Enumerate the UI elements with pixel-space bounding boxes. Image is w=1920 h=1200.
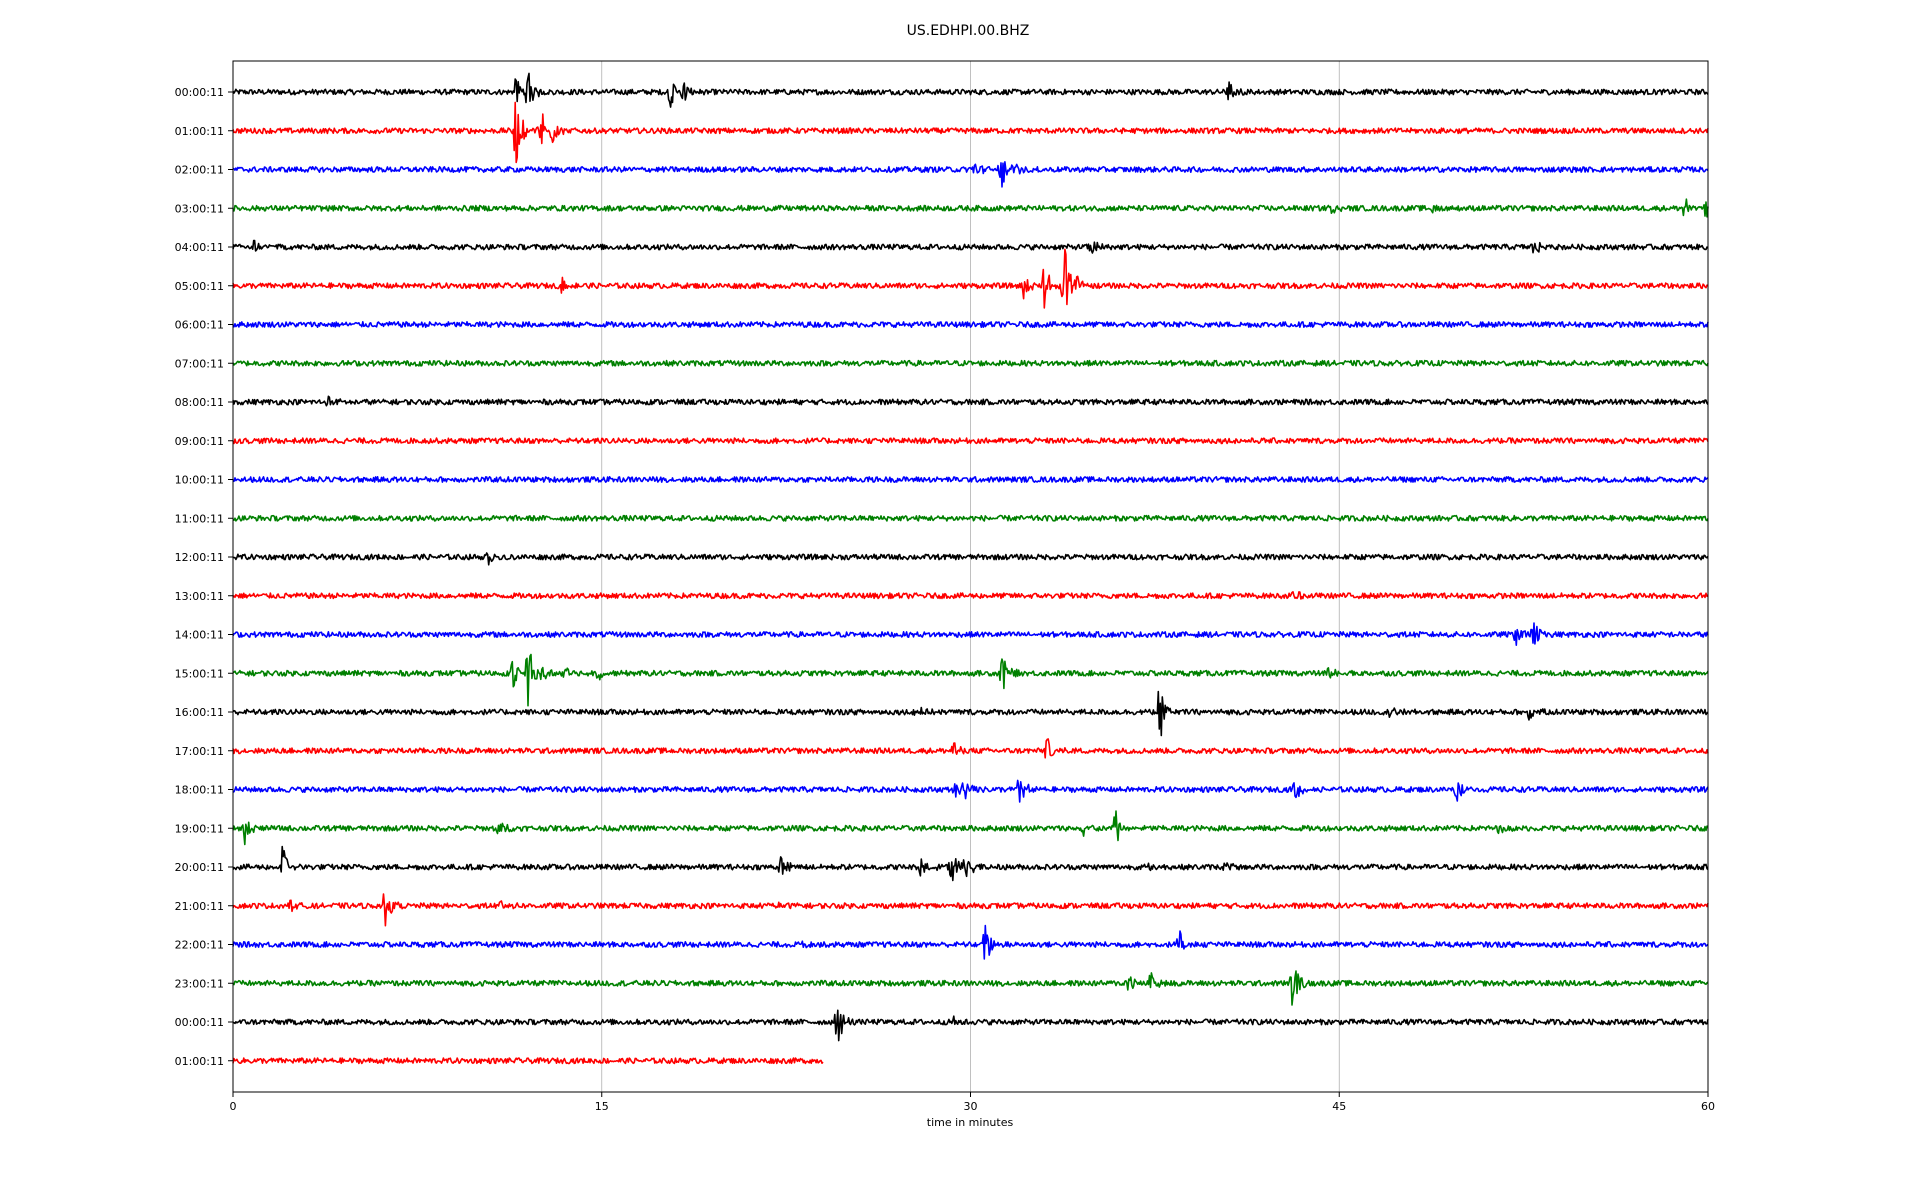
trace-row-label: 05:00:11 bbox=[175, 280, 224, 293]
trace-line bbox=[232, 690, 1709, 737]
trace-row-label: 14:00:11 bbox=[175, 629, 224, 642]
trace-layer bbox=[232, 72, 1709, 1065]
trace-line bbox=[232, 893, 1709, 927]
trace-row-label: 01:00:11 bbox=[175, 125, 224, 138]
trace-row-label: 19:00:11 bbox=[175, 822, 224, 835]
trace-line bbox=[232, 1057, 824, 1065]
trace-line bbox=[232, 845, 1709, 882]
trace-line bbox=[232, 591, 1709, 600]
trace-line bbox=[232, 779, 1709, 803]
trace-row-label: 13:00:11 bbox=[175, 590, 224, 603]
trace-row-label: 16:00:11 bbox=[175, 706, 224, 719]
trace-row-label: 21:00:11 bbox=[175, 900, 224, 913]
trace-row-label: 17:00:11 bbox=[175, 745, 224, 758]
trace-row-label: 00:00:11 bbox=[175, 1016, 224, 1029]
trace-row-label: 03:00:11 bbox=[175, 202, 224, 215]
x-tick-label: 15 bbox=[595, 1100, 609, 1113]
trace-line bbox=[232, 321, 1709, 328]
x-tick-label: 0 bbox=[230, 1100, 237, 1113]
trace-line bbox=[232, 72, 1709, 108]
trace-row-label: 10:00:11 bbox=[175, 474, 224, 487]
trace-line bbox=[232, 161, 1709, 188]
trace-row-label: 18:00:11 bbox=[175, 784, 224, 797]
trace-row-label: 00:00:11 bbox=[175, 86, 224, 99]
trace-line bbox=[232, 622, 1709, 646]
trace-row-label: 02:00:11 bbox=[175, 164, 224, 177]
x-tick-label: 60 bbox=[1701, 1100, 1715, 1113]
trace-line bbox=[232, 738, 1709, 759]
trace-row-label: 12:00:11 bbox=[175, 551, 224, 564]
trace-line bbox=[232, 198, 1709, 218]
trace-line bbox=[232, 970, 1709, 1006]
x-ticks: 0 15 30 45 60 bbox=[230, 1092, 1715, 1113]
trace-line bbox=[232, 810, 1709, 846]
trace-row-label: 01:00:11 bbox=[175, 1055, 224, 1068]
trace-line bbox=[232, 239, 1709, 254]
trace-row-label: 04:00:11 bbox=[175, 241, 224, 254]
trace-line bbox=[232, 395, 1709, 407]
trace-row-label: 09:00:11 bbox=[175, 435, 224, 448]
trace-row-label: 06:00:11 bbox=[175, 319, 224, 332]
trace-line bbox=[232, 514, 1709, 522]
trace-line bbox=[232, 552, 1709, 566]
y-tick-labels: 00:00:11 01:00:11 02:00:11 03:00:11 04:00:11… bbox=[175, 86, 233, 1068]
trace-line bbox=[232, 101, 1709, 164]
x-axis-label: time in minutes bbox=[927, 1116, 1014, 1129]
trace-line bbox=[232, 248, 1709, 309]
trace-row-label: 20:00:11 bbox=[175, 861, 224, 874]
trace-line bbox=[232, 653, 1709, 707]
trace-line bbox=[232, 359, 1709, 367]
chart-title: US.EDHPI.00.BHZ bbox=[907, 23, 1030, 39]
x-tick-label: 45 bbox=[1332, 1100, 1346, 1113]
trace-line bbox=[232, 1009, 1709, 1042]
x-tick-label: 30 bbox=[964, 1100, 978, 1113]
trace-line bbox=[232, 924, 1709, 960]
trace-row-label: 08:00:11 bbox=[175, 396, 224, 409]
trace-row-label: 23:00:11 bbox=[175, 977, 224, 990]
grid-lines bbox=[601, 61, 1340, 1092]
trace-row-label: 22:00:11 bbox=[175, 939, 224, 952]
trace-row-label: 11:00:11 bbox=[175, 512, 224, 525]
trace-row-label: 15:00:11 bbox=[175, 667, 224, 680]
trace-line bbox=[232, 437, 1709, 445]
trace-row-label: 07:00:11 bbox=[175, 357, 224, 370]
trace-line bbox=[232, 476, 1709, 483]
